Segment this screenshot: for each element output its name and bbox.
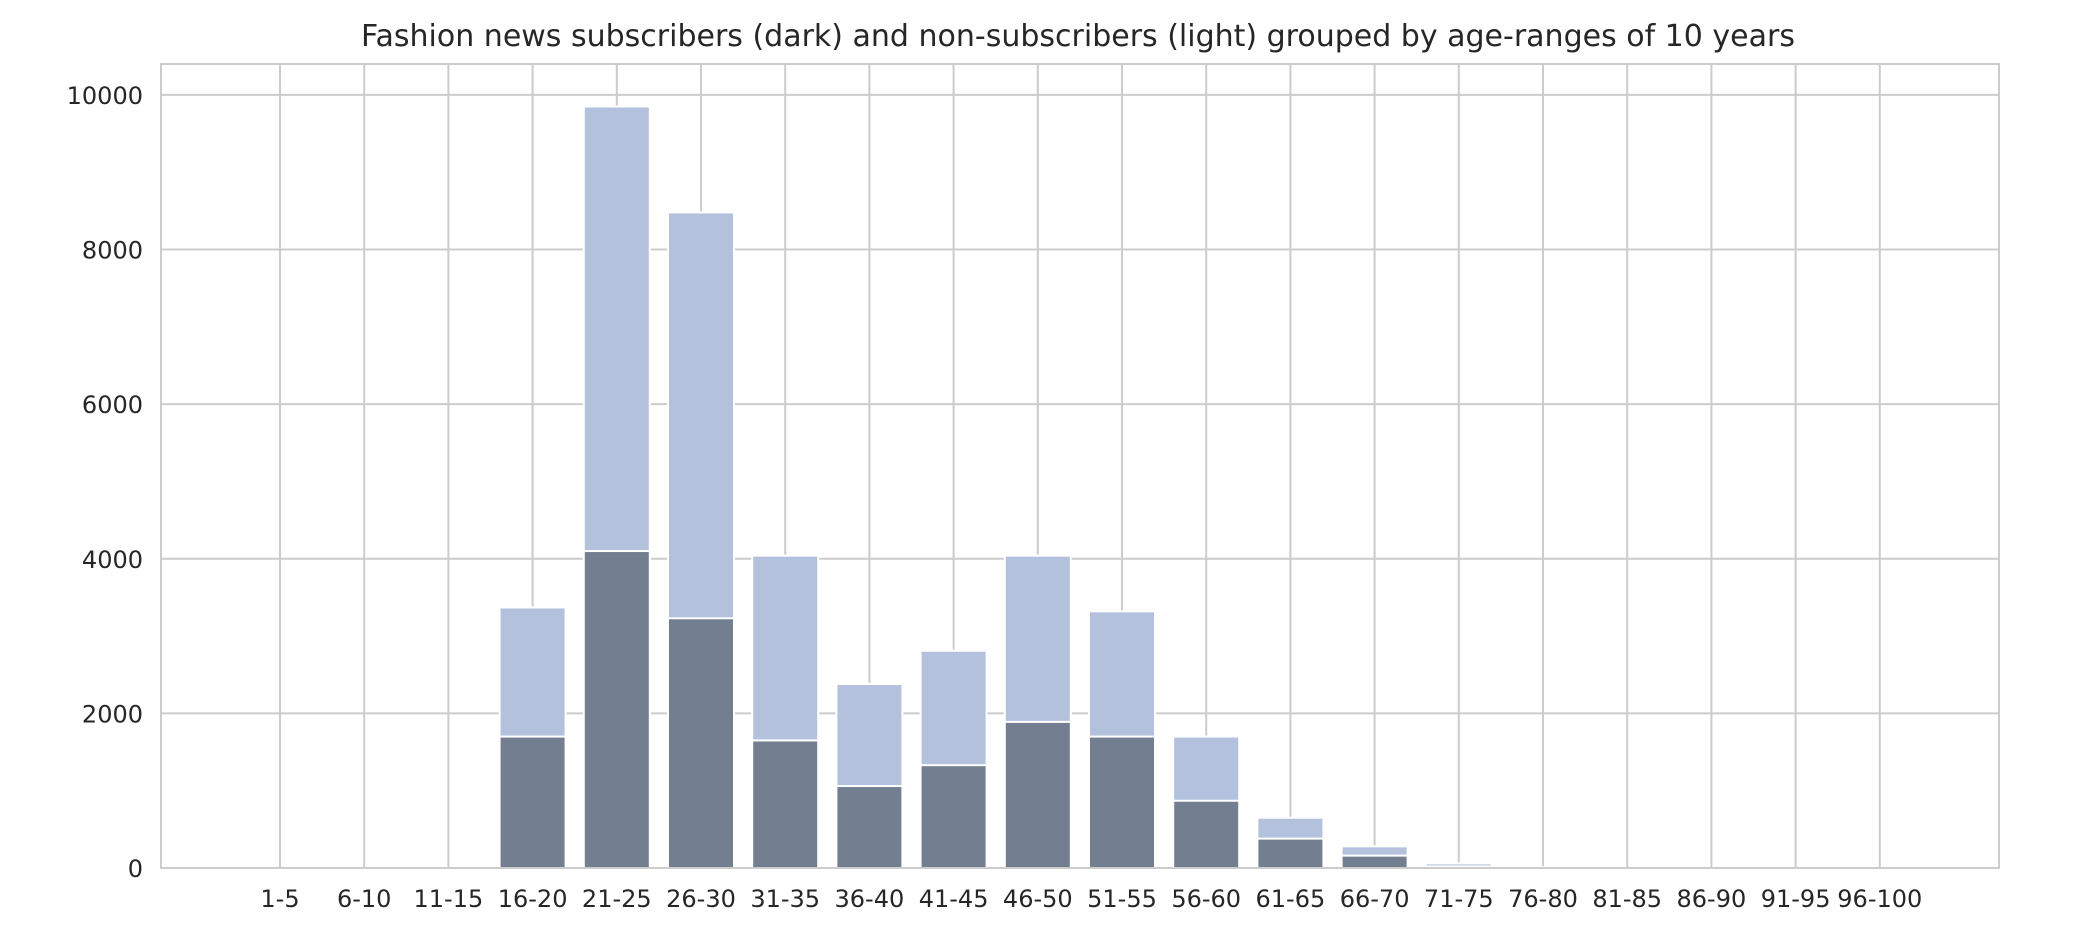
x-tick-label: 56-60	[1171, 885, 1241, 913]
subscribers-bar	[919, 764, 988, 870]
x-tick-label: 96-100	[1837, 885, 1922, 913]
x-tick-label: 1-5	[260, 885, 299, 913]
plot-frame	[160, 63, 2000, 869]
x-tick-label: 51-55	[1087, 885, 1157, 913]
x-tick-label: 31-35	[750, 885, 820, 913]
x-tick-label: 66-70	[1340, 885, 1410, 913]
subscribers-bars	[498, 550, 1577, 870]
y-tick-label: 10000	[67, 82, 143, 110]
x-tick-label: 86-90	[1677, 885, 1747, 913]
x-tick-label: 6-10	[337, 885, 391, 913]
x-tick-label: 41-45	[919, 885, 989, 913]
x-tick-label: 71-75	[1424, 885, 1494, 913]
x-tick-label: 16-20	[498, 885, 568, 913]
subscribers-bar	[1340, 854, 1409, 870]
y-tick-label: 0	[128, 855, 143, 883]
y-tick-label: 6000	[82, 391, 143, 419]
x-tick-label: 61-65	[1256, 885, 1326, 913]
x-tick-label: 81-85	[1592, 885, 1662, 913]
y-tick-label: 4000	[82, 546, 143, 574]
subscribers-bar	[667, 617, 735, 869]
y-tick-label: 2000	[82, 700, 143, 728]
y-tick-labels: 0 2000 4000 6000 8000 10000	[67, 82, 143, 883]
chart-title: Fashion news subscribers (dark) and non-…	[361, 19, 1795, 54]
subscribers-bar	[1172, 799, 1241, 869]
x-tick-label: 21-25	[582, 885, 652, 913]
y-gridlines	[161, 93, 1999, 869]
subscribers-bar	[498, 735, 567, 869]
subscribers-bar	[1256, 837, 1325, 869]
x-tick-label: 26-30	[666, 885, 736, 913]
x-tick-label: 91-95	[1761, 885, 1831, 913]
x-tick-labels: 1-5 6-10 11-15 16-20 21-25 26-30 31-35 36-40 41-…	[260, 885, 1922, 913]
subscribers-bar	[582, 550, 651, 869]
x-tick-label: 11-15	[414, 885, 484, 913]
subscribers-bar	[1003, 720, 1072, 870]
subscribers-bar	[751, 739, 820, 870]
y-tick-label: 8000	[82, 237, 143, 265]
subscribers-bar	[1088, 735, 1156, 869]
x-tick-label: 46-50	[1003, 885, 1073, 913]
x-tick-label: 36-40	[835, 885, 905, 913]
x-tick-label: 76-80	[1508, 885, 1578, 913]
subscribers-bar	[835, 785, 904, 869]
